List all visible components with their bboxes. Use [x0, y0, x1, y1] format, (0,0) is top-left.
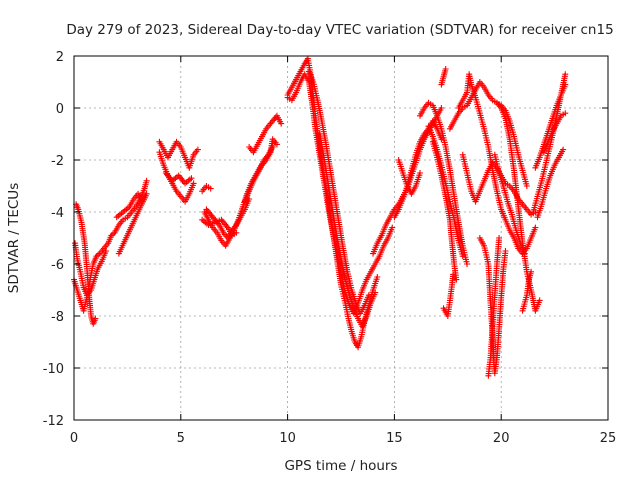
data-point: [417, 170, 424, 176]
series-arc-4: [113, 190, 150, 257]
chart-title: Day 279 of 2023, Sidereal Day-to-day VTE…: [66, 22, 613, 38]
y-tick-label: -10: [43, 362, 64, 377]
data-point: [92, 315, 99, 322]
y-axis-label: SDTVAR / TECUs: [6, 183, 22, 293]
data-point: [560, 146, 567, 153]
x-axis-label: GPS time / hours: [284, 458, 397, 474]
x-tick-label: 5: [177, 431, 185, 446]
series-arc-6: [156, 138, 201, 171]
series-arc-22: [425, 123, 466, 260]
data-point: [389, 224, 396, 231]
series-arc-33: [519, 268, 535, 314]
data-point: [188, 175, 195, 182]
x-tick-label: 25: [600, 431, 617, 446]
data-point: [453, 276, 460, 283]
series-arc-36: [534, 146, 567, 221]
data-marks: [71, 55, 569, 379]
data-point: [562, 110, 569, 117]
data-point: [115, 250, 122, 257]
series-arc-11: [203, 196, 253, 241]
series-arc-17: [316, 131, 379, 330]
data-point: [562, 81, 569, 88]
data-point: [233, 229, 240, 236]
series-arc-20: [395, 157, 424, 197]
series-arc-13: [246, 112, 285, 156]
data-point: [459, 253, 466, 260]
series-arc-35: [532, 81, 569, 171]
x-tick-label: 0: [70, 431, 78, 446]
data-point: [532, 224, 539, 231]
y-tick-label: -4: [51, 206, 64, 221]
data-point: [464, 261, 471, 267]
plot-frame: [73, 55, 609, 421]
series-arc-23: [429, 138, 460, 283]
data-point: [374, 274, 381, 280]
data-point: [143, 177, 150, 184]
data-point: [521, 250, 528, 257]
series-arc-21: [417, 99, 471, 267]
series-arc-25: [440, 271, 457, 319]
y-tick-label: -8: [51, 310, 64, 325]
series-arc-32: [493, 99, 530, 189]
data-point: [207, 185, 214, 192]
data-point: [278, 120, 285, 127]
data-point: [269, 144, 276, 150]
data-point: [562, 71, 569, 78]
series-arc-24: [438, 66, 449, 88]
data-point: [523, 183, 530, 189]
data-point: [496, 235, 503, 241]
y-tick-label: 0: [56, 102, 64, 117]
data-point: [365, 292, 372, 299]
data-point: [190, 180, 197, 187]
data-point: [372, 289, 379, 296]
series-arc-1: [71, 177, 150, 314]
series-arc-8: [199, 183, 214, 195]
data-point: [438, 105, 445, 111]
series-arc-30: [485, 235, 503, 379]
series-arc-26: [446, 79, 543, 314]
y-tick-label: -6: [51, 258, 64, 273]
data-point: [450, 271, 457, 278]
x-tick-label: 15: [386, 431, 403, 446]
data-point: [194, 146, 201, 153]
data-point: [528, 268, 535, 275]
data-point: [536, 297, 543, 304]
series-arc-37: [540, 110, 569, 156]
series-arc-12: [241, 136, 280, 205]
x-tick-label: 20: [493, 431, 510, 446]
data-point: [103, 248, 110, 254]
data-point: [273, 141, 280, 148]
y-tick-label: 2: [56, 50, 64, 65]
x-tick-label: 10: [279, 431, 296, 446]
data-point: [442, 66, 449, 72]
data-point: [502, 248, 509, 254]
y-tick-label: -12: [43, 414, 64, 429]
series-arc-31: [491, 151, 528, 257]
series-arc-7: [162, 170, 195, 187]
series-arc-3: [73, 201, 99, 327]
y-tick-label: -2: [51, 154, 64, 169]
